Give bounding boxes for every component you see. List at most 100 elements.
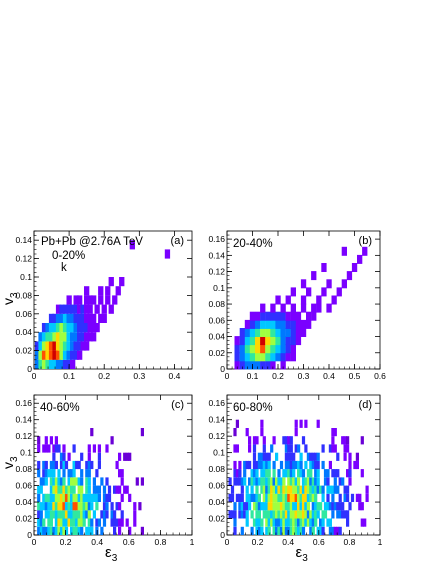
heatmap-cell: [297, 485, 301, 494]
heatmap-cell: [59, 526, 64, 535]
heatmap-cell: [292, 493, 296, 502]
heatmap-cell: [292, 469, 296, 478]
heatmap-cell: [44, 510, 48, 519]
heatmap-cell: [244, 360, 251, 370]
heatmap-cell: [309, 526, 313, 535]
heatmap-cell: [77, 304, 83, 314]
heatmap-cell: [255, 328, 261, 337]
heatmap-cell: [260, 344, 266, 354]
heatmap-cell: [250, 510, 254, 519]
heatmap-cell: [346, 485, 350, 494]
heatmap-cell: [42, 526, 46, 535]
heatmap-cell: [338, 526, 342, 535]
heatmap-cell: [348, 502, 352, 511]
y-tick-label: 0.02: [15, 346, 32, 356]
heatmap-cell: [275, 319, 281, 329]
heatmap-cell: [265, 319, 271, 329]
heatmap-cell: [301, 502, 306, 511]
heatmap-cell: [115, 502, 119, 511]
heatmap-cell: [250, 477, 254, 486]
heatmap-cell: [52, 350, 58, 360]
heatmap-cell: [113, 485, 117, 494]
x-tick-label: 1: [190, 537, 195, 547]
heatmap-cell: [84, 304, 90, 314]
heatmap-cell: [41, 350, 48, 360]
heatmap-cell: [80, 502, 84, 511]
heatmap-cell: [37, 510, 41, 519]
heatmap-cell: [331, 444, 335, 453]
heatmap-cell: [292, 518, 296, 527]
heatmap-cell: [70, 359, 76, 369]
heatmap-cell: [48, 332, 55, 342]
heatmap-cell: [304, 485, 308, 494]
heatmap-cell: [77, 323, 83, 333]
y-tick-label: 0: [27, 530, 32, 540]
heatmap-cell: [57, 526, 61, 535]
heatmap-cell: [77, 341, 83, 351]
heatmap-cell: [243, 477, 247, 486]
x-tick-label: 0.6: [123, 537, 135, 547]
heatmap-cell: [92, 485, 96, 494]
heatmap-cell: [279, 502, 284, 511]
heatmap-cell: [59, 485, 64, 494]
heatmap-cell: [38, 350, 44, 360]
panel-label: (b): [359, 235, 372, 247]
heatmap-cell: [260, 419, 264, 428]
heatmap-cell: [299, 502, 303, 511]
heatmap-cell: [57, 477, 61, 486]
heatmap-cell: [240, 526, 244, 535]
heatmap-cell: [295, 311, 302, 321]
heatmap-cell: [87, 526, 91, 535]
heatmap-cell: [84, 286, 90, 296]
heatmap-cell: [80, 452, 84, 461]
heatmap-cell: [70, 477, 74, 486]
y-tick-label: 0: [27, 364, 32, 374]
heatmap-cell: [73, 341, 79, 351]
heatmap-cell: [297, 477, 301, 486]
heatmap-cell: [64, 502, 69, 511]
heatmap-cell: [108, 277, 114, 287]
heatmap-cell: [297, 526, 301, 535]
heatmap-cell: [80, 313, 86, 323]
heatmap-cell: [42, 502, 46, 511]
heatmap-cell: [115, 460, 119, 470]
heatmap-cell: [97, 485, 101, 494]
heatmap-cell: [62, 350, 69, 360]
heatmap-cell: [257, 493, 261, 502]
heatmap-cell: [44, 460, 48, 470]
heatmap-cell: [120, 493, 124, 502]
heatmap-cell: [306, 319, 312, 329]
heatmap-cell: [265, 518, 269, 527]
heatmap-cell: [107, 493, 112, 502]
heatmap-cell: [249, 311, 256, 321]
heatmap-cell: [284, 460, 288, 470]
heatmap-cell: [309, 452, 313, 461]
heatmap-cell: [252, 493, 257, 502]
heatmap-cell: [316, 526, 320, 535]
heatmap-cell: [346, 493, 350, 502]
heatmap-cell: [300, 328, 307, 337]
heatmap-cell: [49, 518, 53, 527]
heatmap-cell: [235, 419, 239, 428]
heatmap-cell: [265, 477, 269, 486]
heatmap-cell: [59, 477, 64, 486]
heatmap-cell: [54, 510, 58, 519]
heatmap-cell: [289, 510, 293, 519]
heatmap-cell: [358, 493, 362, 502]
x-tick-label: 0.5: [349, 371, 361, 381]
heatmap-cell: [314, 518, 318, 527]
heatmap-cell: [326, 502, 330, 511]
heatmap-cell: [287, 526, 291, 535]
y-tick-label: 0.04: [15, 497, 32, 507]
heatmap-cell: [250, 526, 254, 535]
heatmap-cell: [358, 502, 362, 511]
heatmap-cell: [333, 502, 337, 511]
heatmap-cell: [323, 502, 328, 511]
heatmap-cell: [73, 323, 79, 333]
heatmap-cell: [292, 485, 296, 494]
heatmap-cell: [97, 493, 101, 502]
heatmap-cell: [333, 469, 337, 478]
heatmap-cell: [97, 460, 101, 470]
heatmap-cell: [336, 526, 340, 535]
heatmap-cell: [316, 303, 322, 313]
